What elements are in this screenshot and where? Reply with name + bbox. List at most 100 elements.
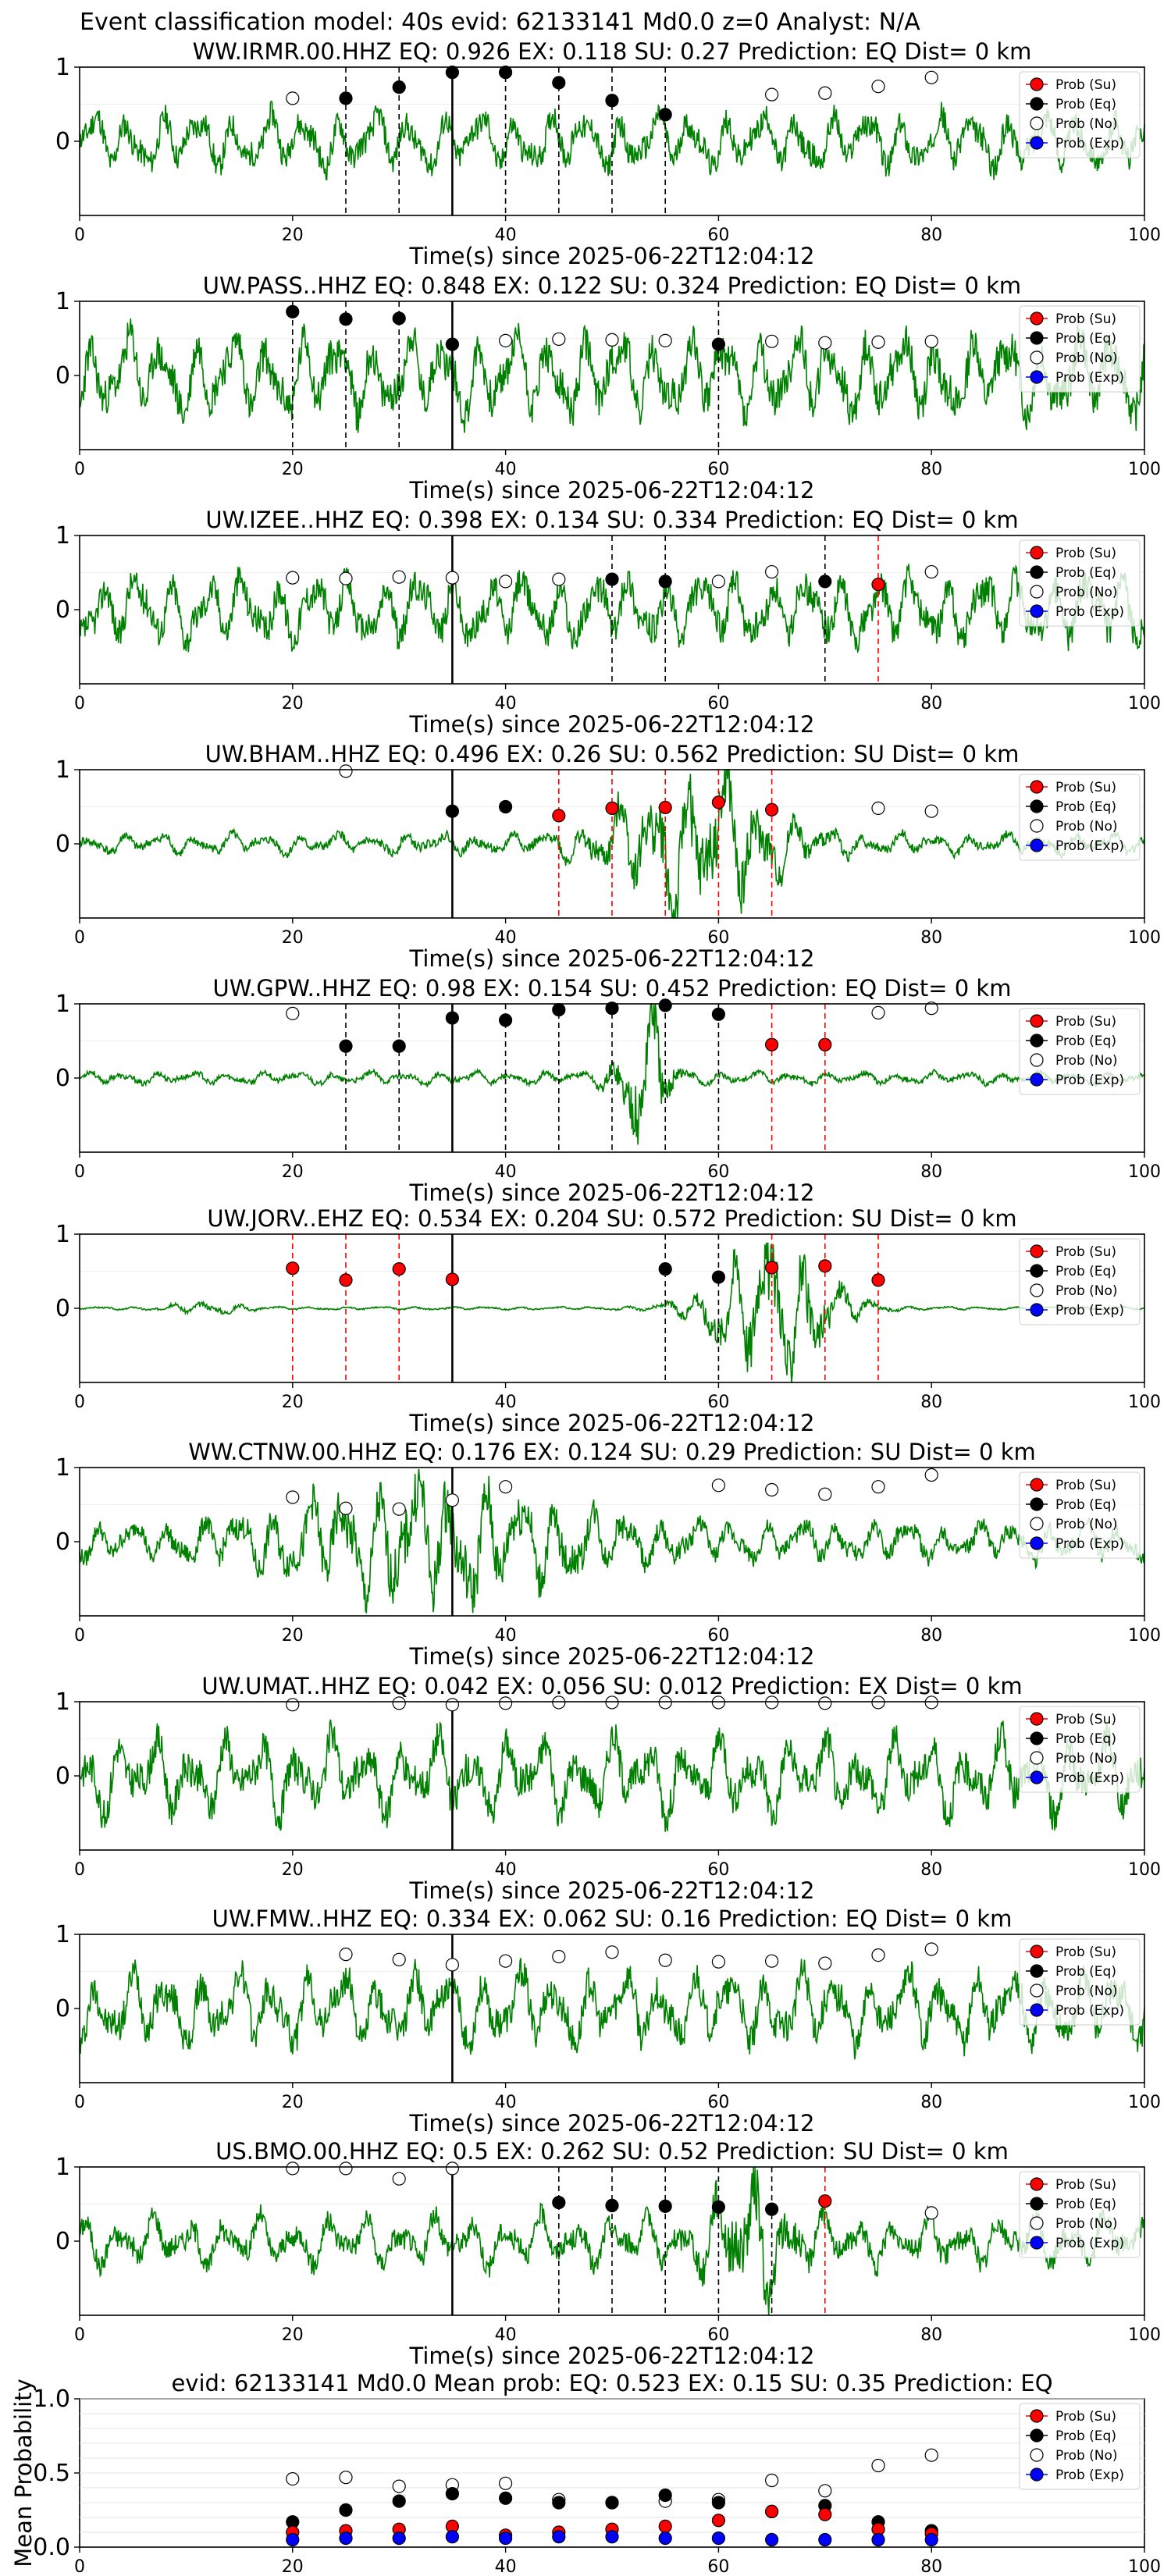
mean-point-exp (924, 2532, 938, 2547)
x-axis-label: Time(s) since 2025-06-22T12:04:12 (409, 2110, 815, 2137)
waveform-line (79, 318, 1145, 433)
x-tick-label: 60 (707, 2325, 729, 2345)
prob-point-no (286, 571, 300, 585)
legend-label: Prob (No) (1055, 116, 1118, 132)
x-tick-label: 60 (707, 1860, 729, 1880)
mean-point-su (818, 2507, 832, 2521)
subplot-1: WW.IRMR.00.HHZ EQ: 0.926 EX: 0.118 SU: 0… (55, 38, 1161, 269)
prob-point-eq (605, 2198, 619, 2212)
waveform-line (79, 1242, 1145, 1383)
x-tick-label: 100 (1128, 1393, 1161, 1412)
mean-point-exp (445, 2530, 460, 2544)
prob-point-eq (445, 66, 460, 80)
prob-point-no (445, 2161, 460, 2176)
mean-point-exp (339, 2532, 353, 2546)
mean-point-no (498, 2476, 513, 2490)
mean-point-no (818, 2484, 832, 2498)
legend-frame (1019, 1706, 1141, 1793)
legend-label: Prob (Eq) (1055, 1034, 1116, 1049)
legend-frame (1019, 1238, 1141, 1325)
y-tick-label: 0 (55, 596, 70, 624)
prob-point-eq (339, 1039, 353, 1053)
x-tick-label: 100 (1128, 694, 1161, 713)
prob-point-no (924, 564, 938, 579)
legend-label: Prob (No) (1055, 585, 1118, 600)
prob-point-no (871, 1948, 885, 1962)
legend-label: Prob (Exp) (1055, 2467, 1124, 2483)
y-tick-label: 1 (55, 991, 70, 1018)
mean-point-exp (711, 2532, 726, 2546)
x-tick-label: 100 (1128, 2325, 1161, 2345)
prob-point-no (286, 91, 300, 105)
x-tick-label: 100 (1128, 1860, 1161, 1880)
prob-point-no (339, 1948, 353, 1962)
x-tick-label: 40 (495, 1393, 517, 1412)
y-tick-label: 1 (55, 1454, 70, 1482)
legend-label: Prob (Exp) (1055, 2003, 1124, 2019)
prob-point-no (764, 87, 779, 101)
legend-marker-icon (1030, 604, 1044, 618)
legend-label: Prob (Eq) (1055, 1497, 1116, 1513)
legend-frame (1019, 305, 1141, 393)
waveform-line (79, 100, 1145, 181)
legend-marker-icon (1030, 2003, 1044, 2017)
y-tick-label: 0 (55, 831, 70, 858)
x-tick-label: 20 (282, 1860, 304, 1880)
legend-marker-icon (1030, 2177, 1044, 2191)
legend-label: Prob (Eq) (1055, 2428, 1116, 2444)
prob-point-su (871, 578, 885, 592)
x-tick-label: 80 (920, 694, 942, 713)
x-tick-label: 60 (707, 2093, 729, 2112)
x-tick-label: 0 (74, 694, 85, 713)
mean-point-exp (605, 2530, 619, 2544)
mean-point-eq (339, 2503, 353, 2517)
x-tick-label: 80 (920, 1626, 942, 1646)
legend-label: Prob (Exp) (1055, 604, 1124, 620)
legend-marker-icon (1030, 2428, 1044, 2443)
legend-label: Prob (Su) (1055, 311, 1116, 327)
prob-point-no (924, 1695, 938, 1710)
prob-point-no (605, 1695, 619, 1710)
x-tick-label: 0 (74, 1626, 85, 1646)
prob-point-no (552, 1695, 566, 1710)
prob-point-eq (552, 1002, 566, 1017)
x-tick-label: 60 (707, 928, 729, 948)
x-axis-label: Time(s) since 2025-06-22T12:04:12 (409, 1410, 815, 1436)
x-tick-label: 80 (920, 1162, 942, 1182)
x-tick-label: 40 (495, 1860, 517, 1880)
prob-point-eq (605, 1002, 619, 1016)
prob-point-no (498, 1954, 513, 1968)
mean-point-no (339, 2471, 353, 2485)
subplot-title: UW.IZEE..HHZ EQ: 0.398 EX: 0.134 SU: 0.3… (205, 507, 1018, 533)
prob-point-no (605, 333, 619, 347)
prob-point-no (818, 1487, 832, 1501)
legend-marker-icon (1030, 1053, 1044, 1067)
legend-marker-icon (1030, 799, 1044, 813)
axes-frame (79, 301, 1145, 450)
legend-label: Prob (Su) (1055, 2409, 1116, 2425)
x-tick-label: 80 (920, 460, 942, 479)
prob-point-eq (552, 2196, 566, 2210)
legend-marker-icon (1030, 565, 1044, 579)
prob-point-eq (392, 80, 406, 94)
legend-label: Prob (Eq) (1055, 565, 1116, 581)
prob-point-no (445, 571, 460, 585)
prob-point-su (286, 1261, 300, 1276)
legend-marker-icon (1030, 311, 1044, 326)
prob-point-no (498, 1480, 513, 1494)
mean-point-eq (711, 2496, 726, 2510)
legend-marker-icon (1030, 1478, 1044, 1492)
prob-point-no (764, 334, 779, 348)
x-axis-label: Time(s) since 2025-06-22T12:04:12 (409, 1643, 815, 1670)
prob-point-no (392, 570, 406, 584)
prob-point-su (711, 795, 726, 809)
prob-point-eq (605, 572, 619, 586)
prob-point-no (392, 1502, 406, 1516)
legend-marker-icon (1030, 2197, 1044, 2211)
mean-point-exp (392, 2532, 406, 2546)
x-tick-label: 60 (707, 694, 729, 713)
legend-marker-icon (1030, 1034, 1044, 1048)
legend-frame (1019, 539, 1141, 627)
prob-point-su (445, 1272, 460, 1286)
legend-marker-icon (1030, 1712, 1044, 1726)
